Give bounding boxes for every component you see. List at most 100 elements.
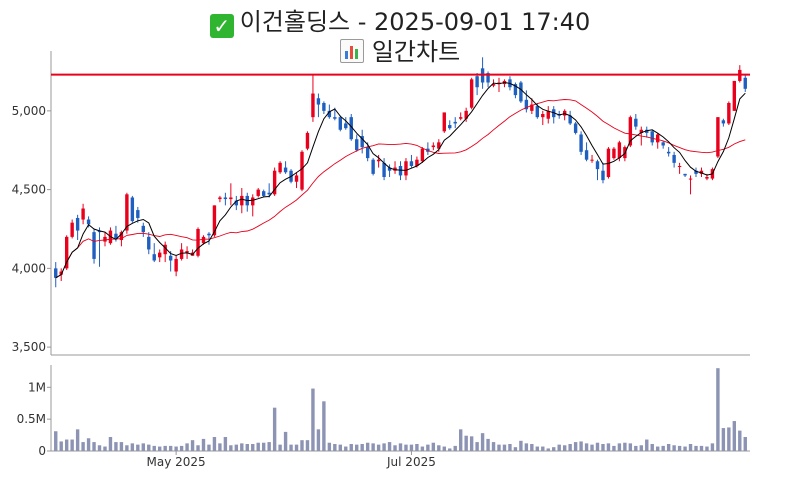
volume-tick-label: 0.5M — [17, 412, 46, 426]
volume-bar — [595, 442, 600, 451]
volume-bar — [234, 444, 239, 451]
volume-bar — [86, 438, 91, 451]
volume-bar — [212, 436, 217, 451]
candle-body — [355, 139, 359, 151]
volume-bar — [393, 445, 397, 451]
candle-body — [152, 254, 156, 261]
volume-bar — [475, 442, 479, 451]
chart-title-text: 이건홀딩스 - 2025-09-01 17:40 — [239, 8, 591, 36]
volume-bar — [519, 440, 523, 451]
volume-bar — [272, 407, 277, 451]
volume-bar — [387, 442, 392, 451]
volume-bar — [283, 431, 288, 451]
volume-bar — [70, 439, 74, 451]
candle-body — [174, 258, 178, 272]
volume-bar — [573, 442, 578, 451]
volume-bar — [97, 445, 102, 451]
volume-bar — [508, 443, 512, 451]
volume-bar — [426, 444, 430, 451]
volume-bar — [316, 429, 321, 451]
candle-body — [81, 208, 85, 220]
volume-bar — [365, 442, 370, 451]
candle-body — [656, 134, 660, 143]
volume-bar — [688, 443, 693, 451]
candle-body — [327, 110, 332, 118]
price-tick-label: 4,500 — [12, 183, 46, 197]
volume-bar — [130, 443, 135, 451]
volume-bar — [491, 442, 496, 451]
volume-bar — [437, 445, 441, 451]
candle-body — [125, 194, 129, 231]
candle-body — [54, 268, 58, 278]
volume-bar — [179, 445, 184, 451]
candle-body — [530, 104, 534, 111]
candle-body — [212, 205, 217, 236]
volume-bar — [601, 443, 605, 451]
volume-bar — [666, 443, 671, 451]
volume-bar — [256, 442, 260, 451]
volume-bar — [672, 445, 676, 451]
candle-body — [634, 118, 638, 127]
volume-bar — [152, 445, 156, 451]
candle-body — [229, 197, 233, 200]
candle-body — [705, 177, 709, 179]
candle-body — [409, 161, 414, 166]
candle-body — [130, 197, 135, 222]
x-tick-label: Jul 2025 — [386, 455, 436, 469]
volume-bar — [278, 444, 282, 451]
candle-body — [278, 162, 282, 173]
volume-bar — [415, 443, 419, 451]
candle-body — [612, 148, 616, 159]
candle-body — [201, 236, 206, 244]
candle-body — [595, 161, 600, 170]
candle-body — [524, 99, 529, 110]
candle-body — [92, 232, 96, 259]
volume-bar — [81, 442, 85, 451]
candle-body — [179, 249, 184, 259]
candle-body — [437, 142, 441, 149]
candle-body — [64, 236, 69, 269]
volume-bar — [92, 442, 96, 451]
volume-bar — [355, 444, 359, 451]
candle-body — [393, 167, 397, 171]
volume-tick-label: 0 — [38, 444, 46, 458]
volume-bar — [305, 440, 310, 451]
volume-bar — [114, 442, 118, 451]
candle-body — [294, 175, 299, 182]
price-tick-label: 3,500 — [12, 340, 46, 354]
volume-tick-label: 1M — [28, 380, 46, 394]
volume-bar — [185, 443, 189, 451]
candle-body — [650, 131, 654, 143]
candle-body — [639, 129, 643, 133]
candle-body — [617, 142, 622, 159]
candle-body — [628, 117, 633, 146]
volume-bar — [628, 443, 633, 451]
candle-body — [573, 123, 578, 133]
volume-bar — [300, 440, 304, 451]
volume-bar — [486, 438, 490, 451]
candle-body — [59, 271, 63, 275]
volume-bar — [513, 447, 518, 451]
volume-bar — [431, 442, 436, 451]
volume-bar — [108, 436, 113, 451]
chart-subtitle-text: 일간차트 — [371, 38, 461, 66]
volume-bar — [59, 441, 63, 451]
candle-body — [141, 225, 145, 233]
candle-body — [322, 102, 326, 111]
candle-body — [119, 232, 124, 241]
candle-body — [666, 151, 671, 154]
bar-chart-icon — [339, 39, 364, 63]
candle-body — [333, 117, 337, 119]
candle-body — [469, 79, 474, 108]
candle-body — [168, 255, 173, 261]
volume-bar — [376, 444, 381, 451]
candle-body — [283, 167, 288, 173]
candle-body — [404, 161, 408, 176]
price-tick-label: 4,000 — [12, 261, 46, 275]
candle-body — [75, 217, 80, 231]
candle-body — [721, 120, 726, 124]
volume-bar — [174, 446, 178, 451]
candle-body — [300, 151, 304, 190]
volume-bar — [338, 444, 342, 451]
